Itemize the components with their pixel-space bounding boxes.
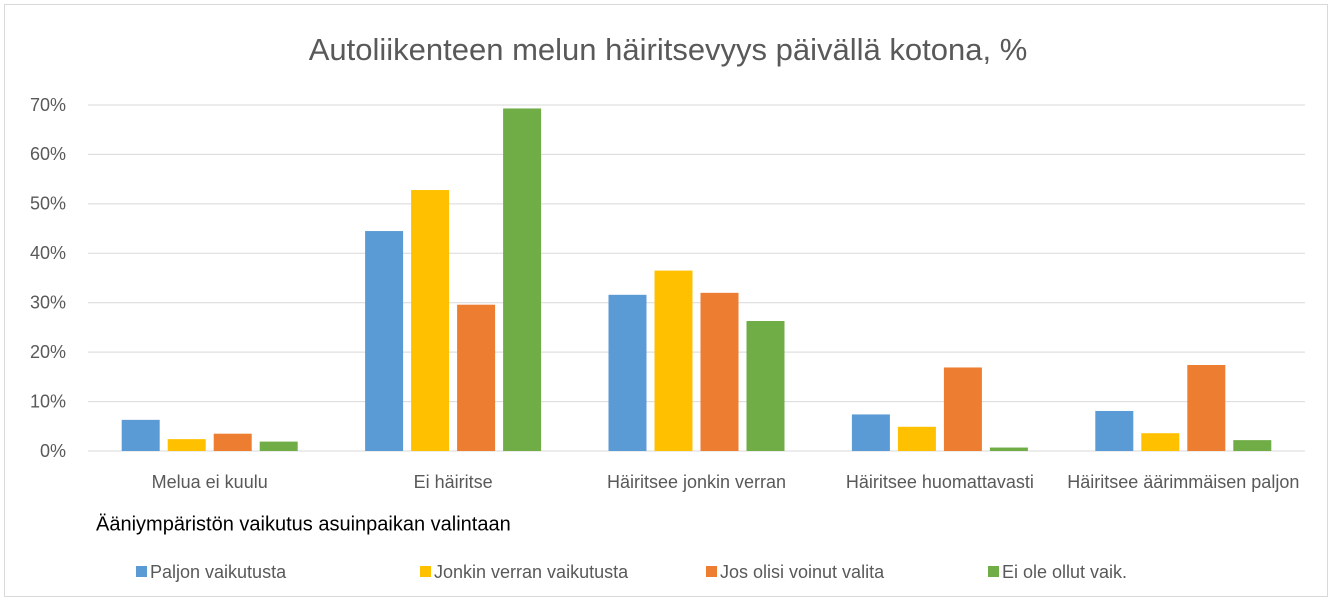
x-tick-label: Häiritsee äärimmäisen paljon (1067, 472, 1300, 492)
y-tick-label: 50% (30, 194, 66, 214)
x-tick-label: Häiritsee jonkin verran (606, 472, 787, 492)
bar (457, 304, 496, 451)
bar (700, 292, 739, 451)
legend-swatch (420, 566, 431, 577)
legend-swatch (136, 566, 147, 577)
bar (608, 294, 647, 451)
y-tick-label: 20% (30, 342, 66, 362)
x-tick-label: Melua ei kuulu (151, 472, 268, 492)
bar (503, 108, 542, 452)
bar (365, 231, 404, 451)
bar (943, 367, 982, 451)
bar (411, 190, 450, 451)
y-tick-label: 40% (30, 243, 66, 263)
bar (897, 426, 936, 451)
y-tick-label: 10% (30, 391, 66, 411)
bar (259, 441, 298, 451)
x-tick-label: Häiritsee huomattavasti (845, 472, 1034, 492)
legend-swatch (706, 566, 717, 577)
bar (989, 447, 1028, 451)
legend-title: Ääniympäristön vaikutus asuinpaikan vali… (96, 513, 511, 535)
bar (121, 419, 160, 451)
bar (1187, 364, 1226, 451)
y-tick-label: 0% (40, 441, 66, 461)
bar (654, 270, 693, 451)
y-tick-label: 60% (30, 144, 66, 164)
bar (746, 321, 785, 451)
legend-label: Jonkin verran vaikutusta (434, 562, 629, 582)
bar (167, 439, 206, 451)
legend-label: Ei ole ollut vaik. (1002, 562, 1127, 582)
bar (1233, 440, 1272, 451)
y-tick-label: 70% (30, 95, 66, 115)
chart-title: Autoliikenteen melun häiritsevyys päiväl… (309, 32, 1028, 67)
bar (1141, 433, 1180, 451)
y-tick-label: 30% (30, 292, 66, 312)
bar (213, 433, 252, 451)
bar (1095, 410, 1134, 451)
legend-label: Jos olisi voinut valita (720, 562, 885, 582)
bar (851, 414, 890, 451)
legend-label: Paljon vaikutusta (150, 562, 287, 582)
x-tick-label: Ei häiritse (413, 472, 493, 492)
legend-swatch (988, 566, 999, 577)
